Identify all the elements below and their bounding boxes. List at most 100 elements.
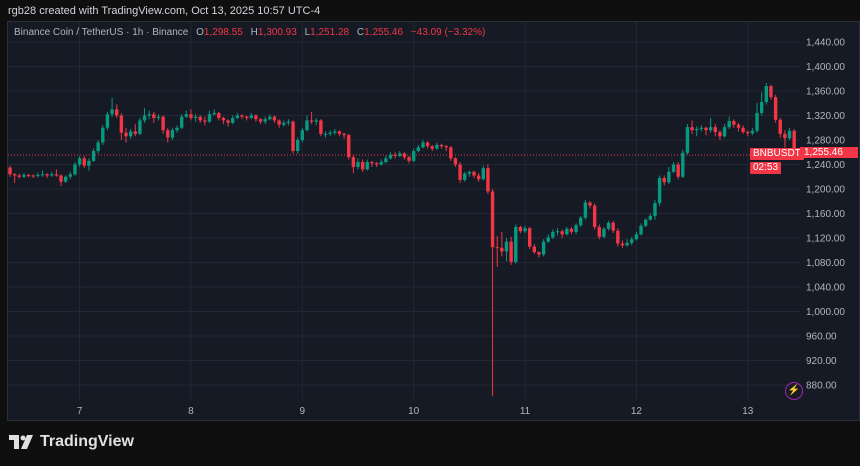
candle xyxy=(384,155,388,164)
candle-body xyxy=(226,120,230,123)
candle-body xyxy=(727,121,731,128)
candle-body xyxy=(277,120,281,125)
candle-body xyxy=(732,121,736,125)
candle xyxy=(91,148,96,163)
candle-body xyxy=(500,247,504,252)
price-tick-label: 880.00 xyxy=(806,381,837,392)
candle xyxy=(217,111,221,121)
candle-body xyxy=(713,127,717,133)
time-axis[interactable]: 7 8 9 10 11 12 13 xyxy=(77,406,754,417)
candle xyxy=(569,226,574,235)
last-price-tag: 1,255.46 xyxy=(800,147,858,158)
candle-body xyxy=(653,203,657,216)
candle-body xyxy=(221,117,226,121)
candle-body xyxy=(309,120,314,122)
candle xyxy=(231,115,235,125)
candle xyxy=(722,124,727,138)
candle-body xyxy=(490,191,495,248)
time-tick-label: 12 xyxy=(631,406,643,417)
candle-body xyxy=(156,116,161,118)
candle-body xyxy=(110,109,114,115)
candle xyxy=(708,117,713,133)
candle-body xyxy=(235,115,240,118)
candle-body xyxy=(244,116,249,118)
candle-body xyxy=(402,153,407,158)
grid xyxy=(8,22,800,400)
tradingview-logo: TradingView xyxy=(9,433,134,451)
candle xyxy=(45,173,49,178)
candle xyxy=(212,109,216,116)
candle xyxy=(467,170,472,177)
candle xyxy=(50,171,54,177)
candle-body xyxy=(50,174,54,176)
candle xyxy=(695,126,699,137)
candle xyxy=(662,175,666,186)
candle-body xyxy=(755,113,759,131)
candle-body xyxy=(430,146,434,149)
candle-body xyxy=(792,130,796,156)
candle xyxy=(138,117,142,136)
candle-body xyxy=(699,127,704,129)
candle xyxy=(124,127,128,143)
candle xyxy=(68,171,73,180)
price-tick-label: 1,200.00 xyxy=(806,185,845,196)
candle xyxy=(189,109,193,121)
candle-body xyxy=(300,130,305,140)
candle-body xyxy=(374,163,379,165)
candle-body xyxy=(398,153,402,156)
candle xyxy=(657,175,662,207)
lightning-bolt-icon[interactable]: ⚡ xyxy=(785,382,803,400)
time-tick-label: 10 xyxy=(408,406,420,417)
candle xyxy=(676,162,680,180)
candle xyxy=(583,200,588,220)
candle-body xyxy=(31,175,35,177)
price-axis[interactable]: 1,440.00 1,400.00 1,360.00 1,320.00 1,280.00… xyxy=(806,38,845,392)
candle xyxy=(523,225,527,234)
candle-body xyxy=(643,219,648,226)
candles xyxy=(8,83,796,397)
symbol-title[interactable]: Binance Coin / TetherUS · 1h · Binance xyxy=(14,27,189,38)
candle xyxy=(291,120,295,154)
candle-body xyxy=(268,116,272,120)
candle-body xyxy=(425,142,430,147)
candle-body xyxy=(606,222,611,229)
candle-body xyxy=(555,231,560,233)
price-tick-label: 1,120.00 xyxy=(806,234,845,245)
candle-body xyxy=(128,131,133,137)
candle-body xyxy=(138,120,142,134)
candle-body xyxy=(161,116,165,131)
candle-body xyxy=(541,241,546,255)
candle-body xyxy=(574,225,578,232)
candle xyxy=(337,130,342,137)
candle xyxy=(449,146,453,161)
candle-body xyxy=(778,119,782,134)
candle-body xyxy=(119,115,124,133)
candle xyxy=(258,117,263,125)
candle-body xyxy=(630,239,634,243)
candle-body xyxy=(36,174,40,177)
last-price: 1,255.46 xyxy=(804,147,843,158)
candle-body xyxy=(416,147,421,152)
candle-body xyxy=(193,116,198,118)
candle-body xyxy=(59,175,63,182)
candle-body xyxy=(68,174,73,177)
time-tick-label: 11 xyxy=(520,406,531,417)
candle-body xyxy=(347,135,351,158)
open-value: 1,298.55 xyxy=(203,27,243,38)
candle xyxy=(504,238,509,262)
candle xyxy=(254,114,258,122)
candle-body xyxy=(342,133,346,136)
candle xyxy=(360,159,365,172)
candle-body xyxy=(690,127,694,131)
candle-body xyxy=(115,109,119,116)
candle-body xyxy=(509,241,513,262)
candle-body xyxy=(240,115,244,117)
candle-body xyxy=(458,164,462,180)
candle xyxy=(40,170,45,177)
candle xyxy=(17,173,21,179)
candle xyxy=(560,229,564,238)
candle xyxy=(193,114,198,122)
candle-body xyxy=(249,115,253,118)
candle xyxy=(342,132,346,139)
